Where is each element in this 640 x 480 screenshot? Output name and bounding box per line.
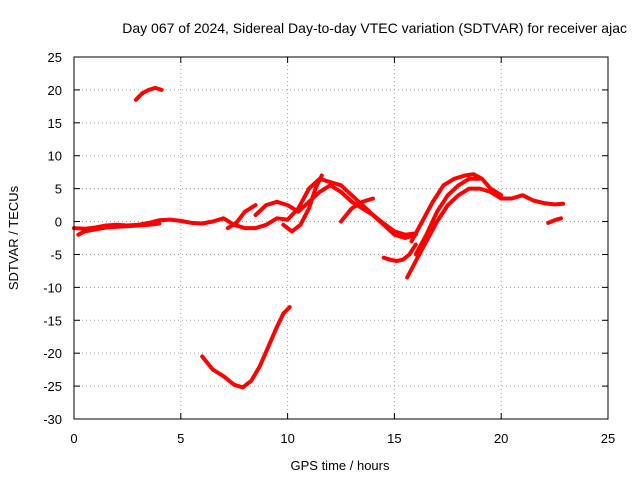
series-arc-mid	[253, 183, 418, 237]
series-arc-end	[546, 216, 563, 225]
y-tick-label: -25	[43, 379, 62, 394]
series-arc-dip	[200, 305, 292, 390]
series-layer	[72, 85, 566, 390]
y-tick-label: 10	[48, 149, 62, 164]
series-arc-climb-3	[413, 176, 482, 257]
series-arc-top	[133, 85, 164, 102]
x-tick-label: 5	[177, 431, 184, 446]
y-tick-label: -10	[43, 280, 62, 295]
series-arc-loop	[281, 173, 324, 234]
y-tick-label: 20	[48, 83, 62, 98]
ticks: 0 5 10 15 20 25 -30 -25 -20 -15 -10 -5 0 5 10 15 20 25	[43, 50, 615, 446]
x-tick-label: 20	[494, 431, 508, 446]
x-tick-label: 10	[280, 431, 294, 446]
y-tick-label: -15	[43, 313, 62, 328]
y-tick-label: -30	[43, 412, 62, 427]
y-tick-label: 0	[55, 215, 62, 230]
series-arc-climb-2	[409, 172, 504, 244]
series-arc-climb-1	[405, 186, 566, 280]
series-arc-rise-a	[225, 203, 258, 231]
y-tick-label: -5	[50, 247, 62, 262]
series-arc-upper	[339, 196, 375, 224]
x-tick-label: 25	[601, 431, 615, 446]
y-tick-label: -20	[43, 346, 62, 361]
series-arc-fall	[381, 242, 418, 263]
series-arc-base-lower	[76, 221, 162, 237]
chart-title: Day 067 of 2024, Sidereal Day-to-day VTE…	[122, 20, 627, 36]
x-tick-label: 15	[387, 431, 401, 446]
x-tick-label: 0	[70, 431, 77, 446]
plot-frame	[73, 56, 609, 420]
x-axis-label: GPS time / hours	[291, 458, 390, 473]
y-axis-label: SDTVAR / TECUs	[6, 185, 21, 290]
y-tick-label: 15	[48, 116, 62, 131]
y-tick-label: 25	[48, 50, 62, 65]
y-tick-label: 5	[55, 182, 62, 197]
